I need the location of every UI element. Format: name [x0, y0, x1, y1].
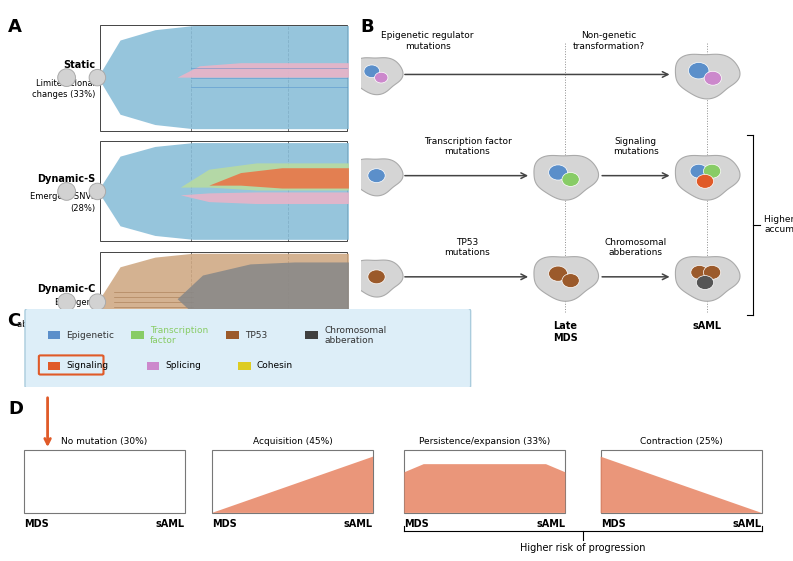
Text: Transcription factor
mutations: Transcription factor mutations: [423, 137, 511, 156]
Text: Emergent
chromosomal
abberations (39%): Emergent chromosomal abberations (39%): [17, 297, 95, 329]
Text: Limited clonal
changes (33%): Limited clonal changes (33%): [32, 79, 95, 99]
Bar: [100, 25, 347, 131]
Text: Emergent SNVs
(28%): Emergent SNVs (28%): [29, 192, 95, 213]
Polygon shape: [352, 159, 403, 196]
Bar: [238, 362, 251, 370]
Text: MDS: MDS: [212, 519, 237, 528]
Polygon shape: [600, 457, 761, 513]
Polygon shape: [676, 155, 740, 200]
Bar: [100, 141, 347, 241]
Text: Splicing: Splicing: [166, 361, 201, 370]
Text: Cohesin: Cohesin: [257, 361, 293, 370]
Circle shape: [691, 265, 708, 279]
Text: MDS: MDS: [180, 359, 202, 369]
Bar: [48, 331, 60, 339]
Text: sAML: sAML: [275, 359, 301, 369]
Circle shape: [704, 71, 722, 85]
Polygon shape: [187, 337, 349, 343]
Circle shape: [696, 174, 714, 188]
Circle shape: [368, 169, 385, 182]
Circle shape: [703, 164, 721, 178]
FancyBboxPatch shape: [25, 308, 470, 389]
Bar: [24, 450, 185, 513]
Circle shape: [58, 293, 75, 311]
Polygon shape: [181, 192, 349, 204]
Bar: [226, 331, 239, 339]
Circle shape: [374, 72, 388, 83]
Text: B: B: [361, 17, 374, 35]
Text: Early
MDS: Early MDS: [362, 321, 390, 343]
Polygon shape: [181, 163, 349, 191]
Text: Dynamic-C: Dynamic-C: [36, 284, 95, 295]
Circle shape: [549, 165, 568, 180]
Circle shape: [58, 182, 75, 200]
Polygon shape: [534, 155, 599, 200]
Text: sAML: sAML: [155, 519, 185, 528]
Text: MDS: MDS: [600, 519, 626, 528]
Circle shape: [368, 270, 385, 284]
Bar: [305, 331, 318, 339]
Bar: [48, 362, 60, 370]
Bar: [100, 252, 347, 352]
Polygon shape: [178, 263, 349, 334]
Circle shape: [562, 172, 579, 186]
Text: sAML: sAML: [536, 519, 565, 528]
Polygon shape: [98, 26, 349, 129]
Text: C: C: [8, 312, 21, 330]
Text: Acquisition (45%): Acquisition (45%): [253, 436, 332, 445]
Text: sAML: sAML: [733, 519, 761, 528]
Text: Higher risk of progression: Higher risk of progression: [520, 543, 646, 553]
Text: Dynamic-S: Dynamic-S: [37, 174, 95, 184]
Text: Non-genetic
transformation?: Non-genetic transformation?: [573, 31, 645, 50]
Circle shape: [89, 183, 105, 200]
Circle shape: [549, 266, 568, 281]
Circle shape: [688, 62, 709, 79]
Polygon shape: [178, 63, 349, 77]
Text: TP53
mutations: TP53 mutations: [445, 238, 490, 257]
Text: TP53: TP53: [245, 331, 267, 340]
Text: Epigenetic: Epigenetic: [67, 331, 115, 340]
Text: Signaling
mutations: Signaling mutations: [613, 137, 659, 156]
Text: MDS: MDS: [24, 519, 48, 528]
Polygon shape: [404, 464, 565, 513]
Circle shape: [89, 70, 105, 86]
Text: Chromosomal
abberations: Chromosomal abberations: [605, 238, 667, 257]
Text: sAML: sAML: [344, 519, 373, 528]
Polygon shape: [676, 256, 740, 301]
Text: Persistence/expansion (33%): Persistence/expansion (33%): [419, 436, 550, 445]
Circle shape: [364, 65, 380, 77]
Polygon shape: [98, 143, 349, 240]
Circle shape: [562, 274, 579, 288]
Text: Static: Static: [63, 60, 95, 70]
Text: D: D: [8, 400, 23, 418]
Text: Higher blast
accumulation: Higher blast accumulation: [764, 215, 793, 234]
Text: Contraction (25%): Contraction (25%): [640, 436, 722, 445]
Circle shape: [703, 265, 721, 279]
Circle shape: [89, 294, 105, 310]
Circle shape: [58, 69, 75, 86]
Text: sAML: sAML: [692, 321, 721, 331]
Text: Late
MDS: Late MDS: [553, 321, 577, 343]
Text: Chromosomal
abberation: Chromosomal abberation: [324, 326, 386, 345]
Bar: [404, 450, 565, 513]
Text: Epigenetic regulator
mutations: Epigenetic regulator mutations: [381, 31, 474, 50]
Text: Transcription
factor: Transcription factor: [150, 326, 208, 345]
Polygon shape: [352, 260, 403, 297]
Polygon shape: [98, 254, 349, 351]
Polygon shape: [352, 58, 403, 95]
Bar: [212, 450, 373, 513]
Circle shape: [690, 164, 707, 178]
Text: MDS: MDS: [404, 519, 429, 528]
Polygon shape: [534, 256, 599, 301]
Text: No mutation (30%): No mutation (30%): [61, 436, 147, 445]
Circle shape: [696, 275, 714, 289]
Text: A: A: [8, 17, 22, 35]
Polygon shape: [212, 457, 373, 513]
Bar: [131, 331, 144, 339]
Bar: [147, 362, 159, 370]
Text: Signaling: Signaling: [67, 361, 109, 370]
Polygon shape: [676, 54, 740, 99]
Bar: [600, 450, 761, 513]
Polygon shape: [209, 168, 349, 188]
